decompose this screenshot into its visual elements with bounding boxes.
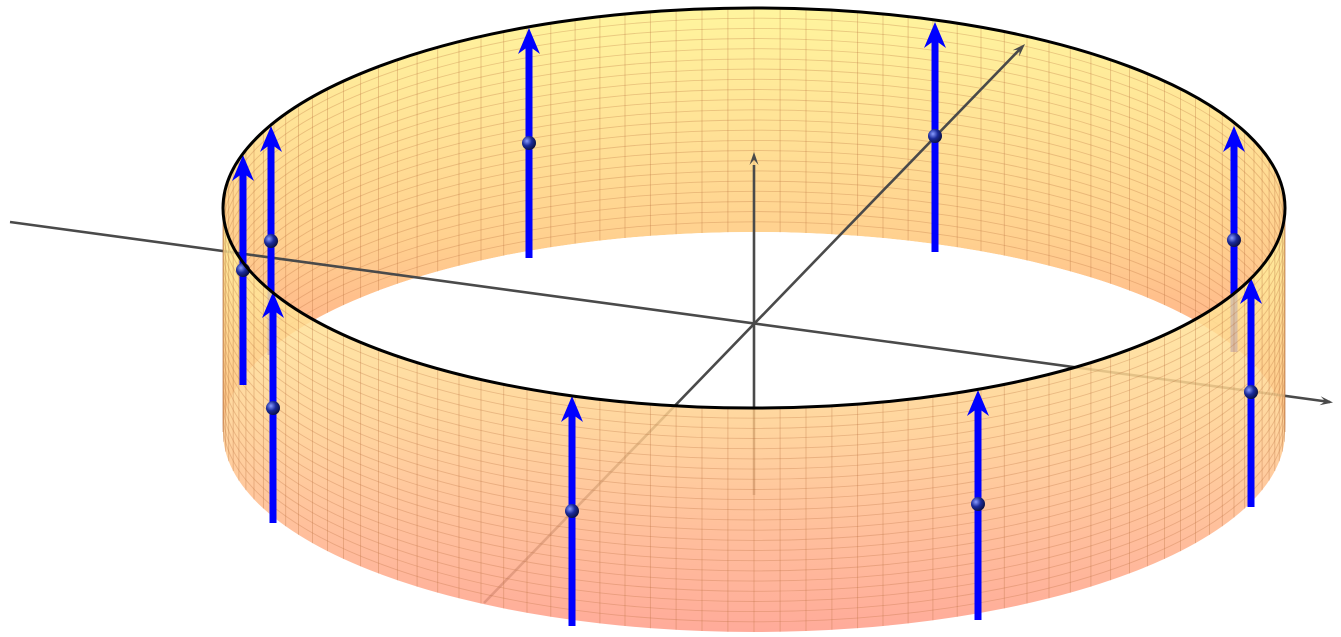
vector-back-1 (518, 28, 540, 258)
arrow-head-icon (518, 28, 540, 54)
vector-dot (266, 401, 280, 415)
arrow-head-icon (232, 155, 254, 181)
vector-dot (1244, 385, 1258, 399)
vector-front-2 (262, 292, 284, 523)
vector-front-1 (232, 155, 254, 385)
vector-front-3 (561, 396, 583, 626)
arrow-head-icon (967, 390, 989, 416)
vector-dot (928, 129, 942, 143)
top-rim (221, 6, 1287, 410)
front-wall (223, 208, 1285, 632)
vector-front-4 (967, 390, 989, 620)
arrow-head-icon (262, 292, 284, 318)
cylinder-front-surface (223, 208, 1285, 632)
arrow-head-icon (1240, 278, 1262, 304)
vector-back-2 (924, 22, 946, 252)
arrow-head-icon (561, 396, 583, 422)
vector-dot (522, 136, 536, 150)
y-axis-arrow-icon (1012, 44, 1025, 57)
vector-dot (1227, 233, 1241, 247)
arrow-head-icon (924, 22, 946, 48)
vector-dot (971, 497, 985, 511)
arrow-head-icon (260, 126, 282, 152)
front-vectors (232, 155, 1262, 626)
z-axis-arrow-icon (749, 152, 759, 165)
cylinder-rim (221, 6, 1287, 410)
vector-dot (565, 504, 579, 518)
cylinder-front-mesh (222, 208, 1286, 632)
vector-dot (264, 234, 278, 248)
arrow-head-icon (1223, 126, 1245, 152)
x-axis-arrow-icon (1319, 396, 1333, 406)
vector-front-5 (1240, 278, 1262, 507)
